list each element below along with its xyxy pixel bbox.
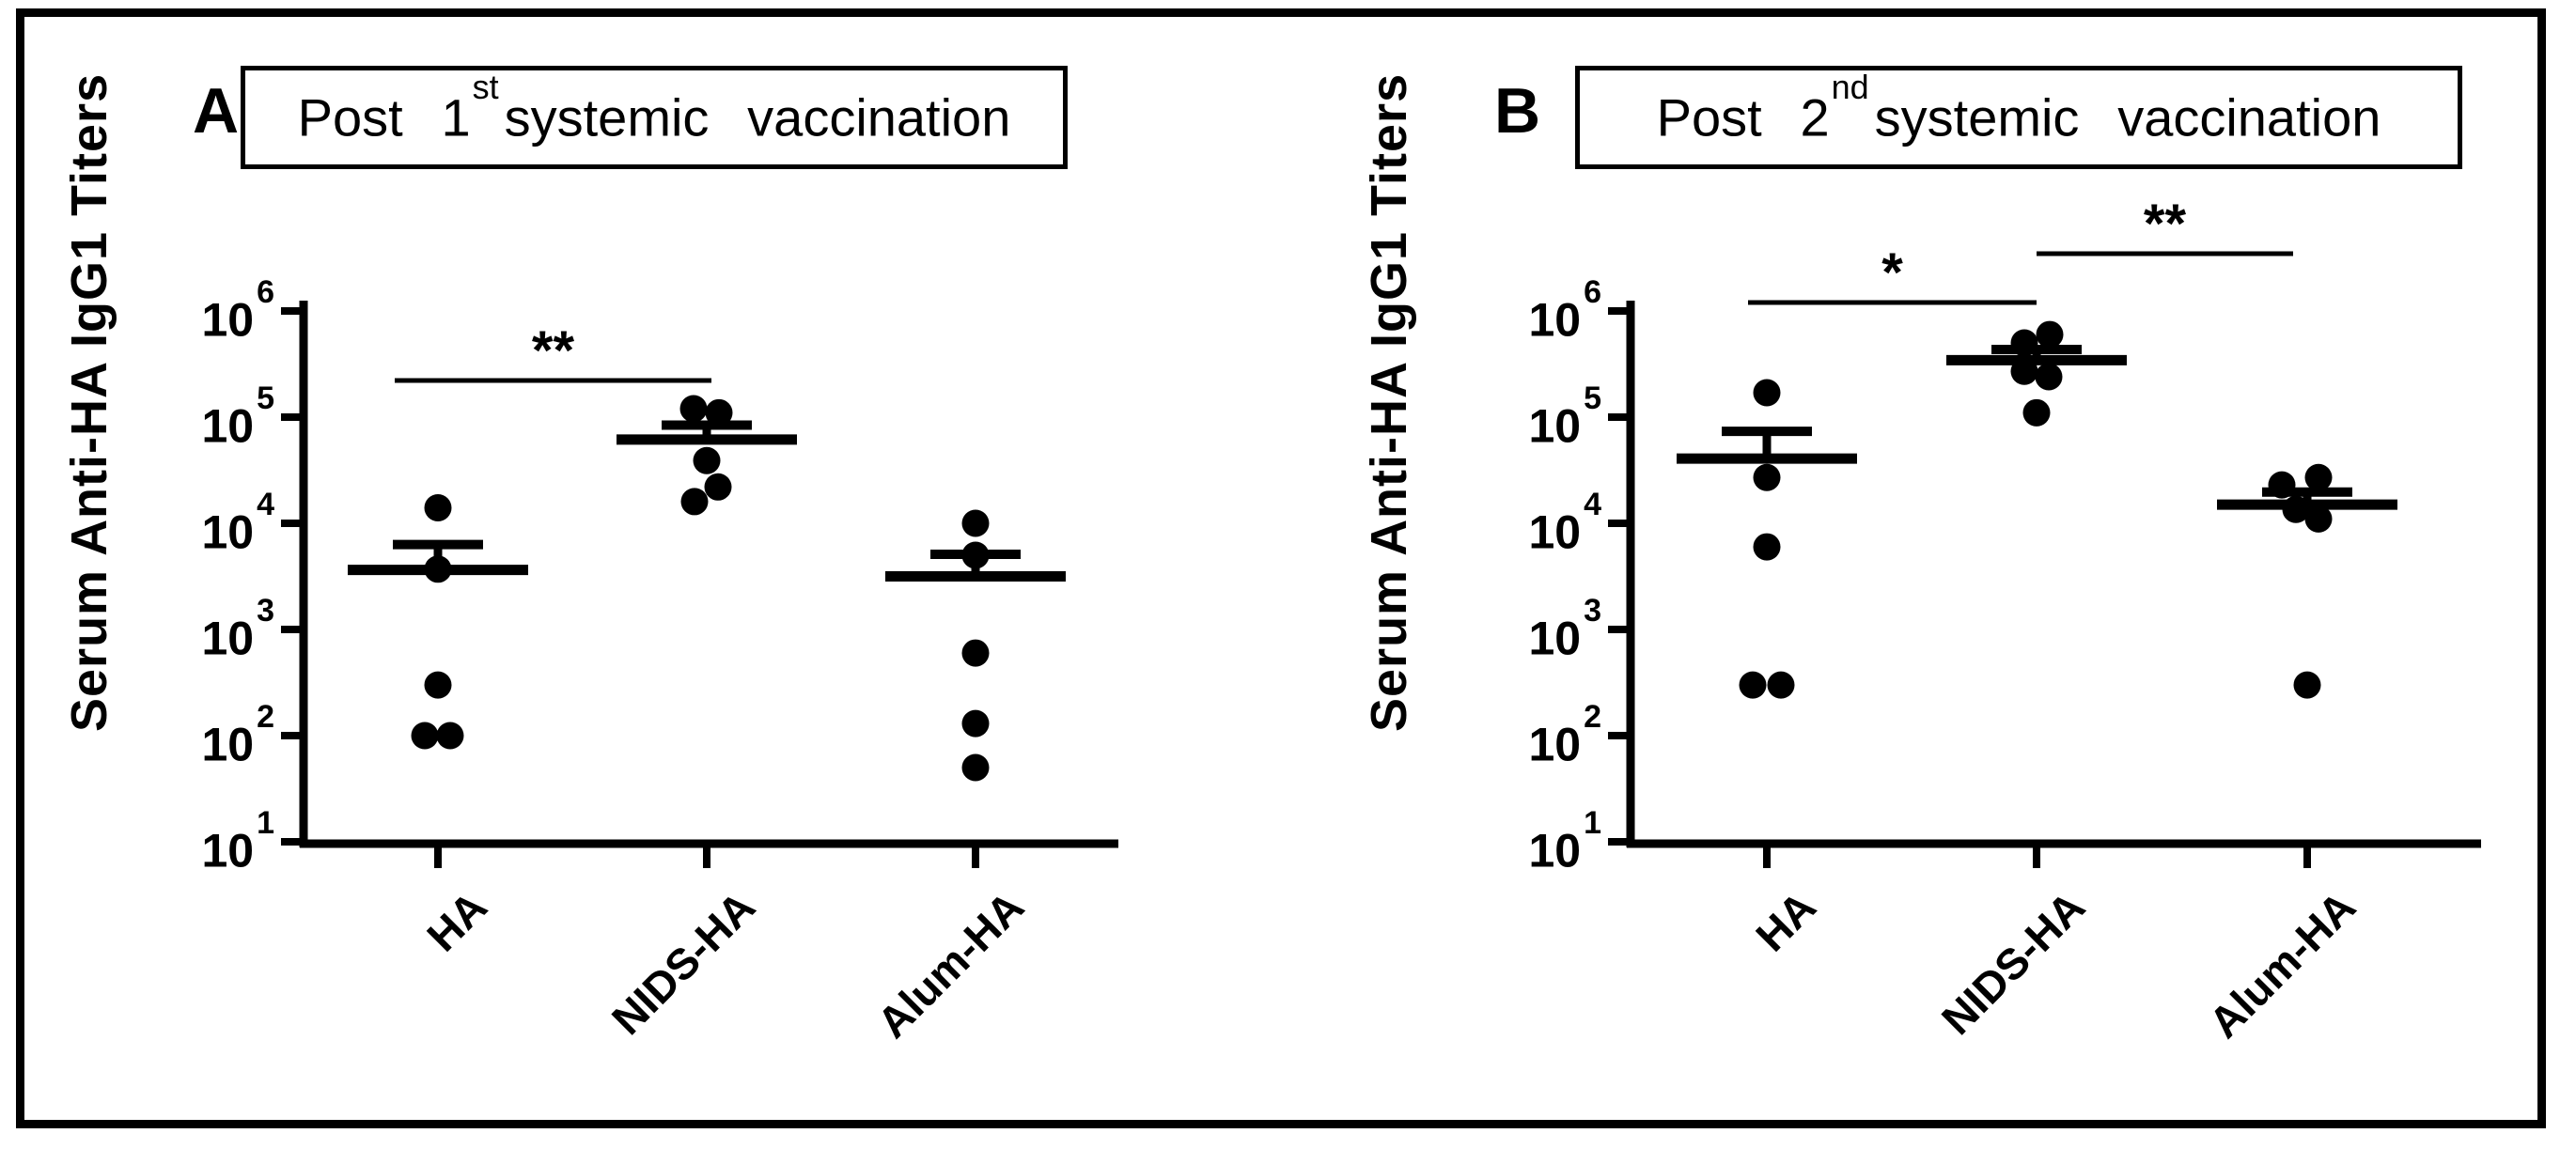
- y-tick-label: 101: [201, 805, 274, 877]
- data-point: [961, 753, 990, 782]
- panel-a-title-prefix: Post 1: [297, 87, 471, 148]
- y-tick-label: 106: [201, 274, 274, 347]
- data-point: [436, 722, 464, 750]
- panel-a-title-superscript: st: [472, 68, 499, 107]
- y-tick-label: 106: [1528, 274, 1601, 347]
- data-point: [1739, 671, 1767, 699]
- panel-b-y-axis-label: Serum Anti-HA IgG1 Titers: [1361, 72, 1417, 732]
- data-point: [411, 722, 439, 750]
- figure-border: [16, 8, 2546, 1128]
- data-point: [2304, 505, 2333, 533]
- y-tick-label: 102: [201, 699, 274, 771]
- panel-b-letter: B: [1494, 75, 1541, 147]
- significance-label: **: [532, 320, 575, 381]
- panel-b-title-superscript: nd: [1831, 68, 1869, 107]
- y-tick-label: 104: [201, 487, 274, 559]
- panel-a-title-suffix: systemic vaccination: [504, 87, 1011, 148]
- data-point: [693, 446, 721, 474]
- data-point: [1753, 379, 1781, 407]
- data-point: [2268, 471, 2296, 499]
- data-point: [424, 671, 452, 699]
- data-point: [961, 541, 990, 569]
- data-point: [679, 395, 708, 423]
- data-point: [2282, 495, 2310, 523]
- panel-b-title-box: Post 2ndsystemic vaccination: [1575, 66, 2462, 169]
- y-tick-label: 103: [1528, 593, 1601, 665]
- data-point: [1753, 463, 1781, 491]
- data-point: [2010, 357, 2038, 385]
- panel-b-title-suffix: systemic vaccination: [1874, 87, 2381, 148]
- data-point: [2293, 671, 2321, 699]
- data-point: [424, 555, 452, 583]
- y-tick-label: 104: [1528, 487, 1601, 559]
- y-tick-label: 105: [201, 380, 274, 453]
- data-point: [424, 493, 452, 521]
- panel-a-y-axis-label: Serum Anti-HA IgG1 Titers: [61, 72, 117, 732]
- data-point: [705, 398, 733, 427]
- data-point: [2035, 363, 2063, 391]
- data-point: [961, 709, 990, 738]
- data-point: [704, 473, 732, 501]
- data-point: [2010, 329, 2038, 357]
- data-point: [2304, 463, 2333, 491]
- significance-label: *: [1881, 242, 1903, 303]
- data-point: [961, 639, 990, 667]
- data-point: [961, 509, 990, 537]
- data-point: [680, 488, 709, 516]
- data-point: [1767, 671, 1795, 699]
- y-tick-label: 101: [1528, 805, 1601, 877]
- y-tick-label: 102: [1528, 699, 1601, 771]
- y-tick-label: 105: [1528, 380, 1601, 453]
- data-point: [1753, 533, 1781, 561]
- panel-b-title-prefix: Post 2: [1656, 87, 1830, 148]
- panel-b-title-text: Post 2ndsystemic vaccination: [1656, 68, 2381, 148]
- panel-a-letter: A: [193, 75, 240, 147]
- panel-a-title-text: Post 1stsystemic vaccination: [297, 68, 1011, 148]
- data-point: [2036, 320, 2064, 349]
- significance-label: **: [2144, 194, 2187, 255]
- panel-a-title-box: Post 1stsystemic vaccination: [241, 66, 1068, 169]
- y-tick-label: 103: [201, 593, 274, 665]
- data-point: [2022, 398, 2051, 427]
